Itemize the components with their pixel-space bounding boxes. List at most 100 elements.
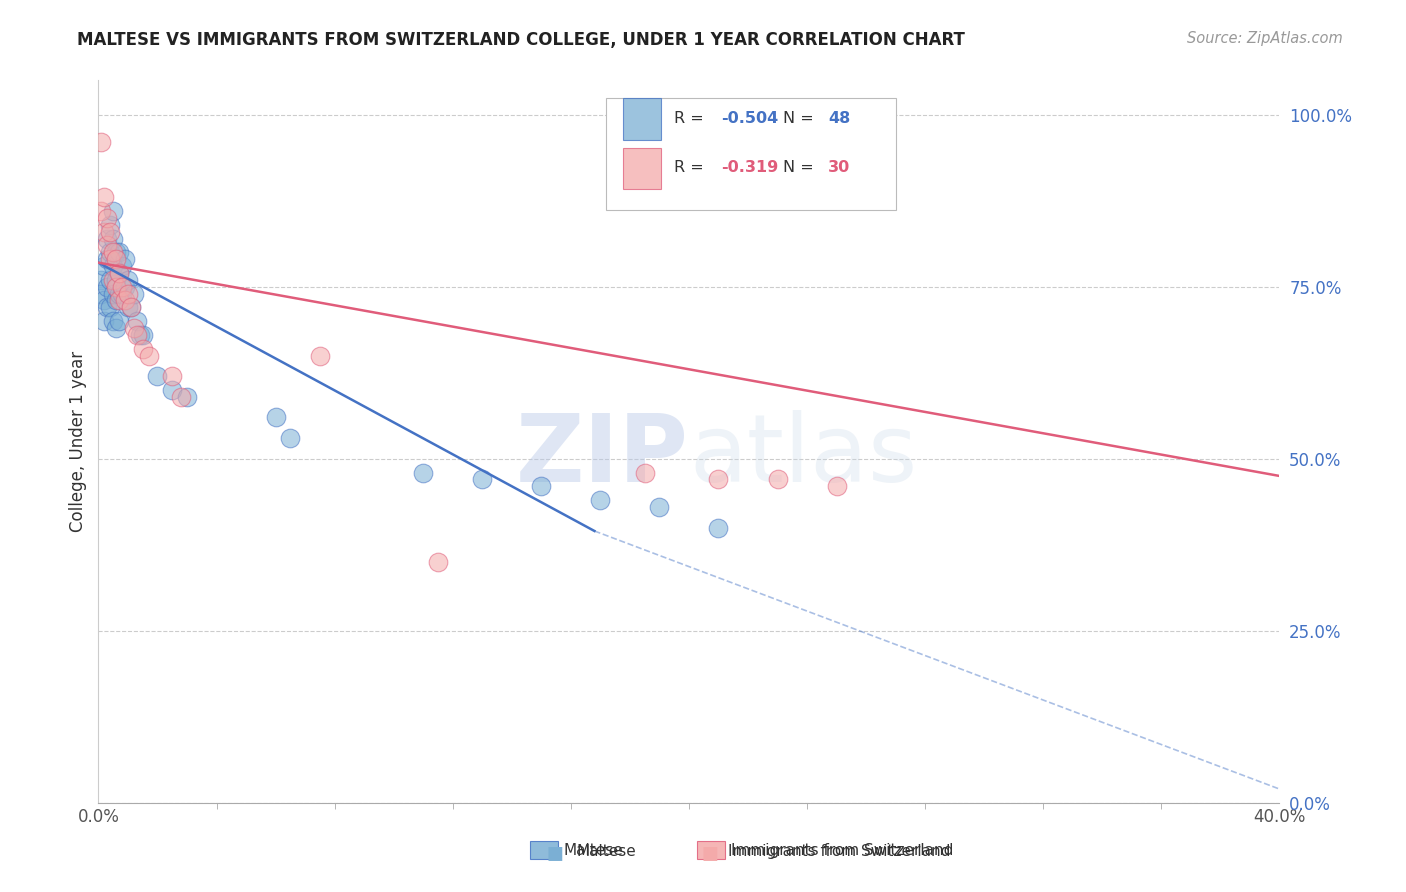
Point <box>108 245 131 260</box>
Y-axis label: College, Under 1 year: College, Under 1 year <box>69 351 87 533</box>
Point <box>530 479 553 493</box>
Point <box>114 279 136 293</box>
Point <box>634 466 657 480</box>
Point <box>105 252 128 267</box>
Point <box>103 204 125 219</box>
Point <box>309 349 332 363</box>
Text: -0.319: -0.319 <box>721 161 778 176</box>
Point <box>96 211 118 225</box>
Point <box>93 225 115 239</box>
Point <box>132 327 155 342</box>
Point <box>111 259 134 273</box>
Text: -0.504: -0.504 <box>721 112 778 126</box>
Point <box>90 273 112 287</box>
Point <box>170 390 193 404</box>
FancyBboxPatch shape <box>623 98 661 140</box>
Point <box>90 286 112 301</box>
FancyBboxPatch shape <box>697 841 725 859</box>
Point <box>93 190 115 204</box>
Point <box>117 301 139 315</box>
Point <box>105 321 128 335</box>
Text: R =: R = <box>673 161 714 176</box>
Point <box>427 555 450 569</box>
Text: atlas: atlas <box>689 410 917 502</box>
Point <box>162 369 183 384</box>
FancyBboxPatch shape <box>623 148 661 189</box>
Text: ▪: ▪ <box>700 838 720 866</box>
Point <box>103 245 125 260</box>
Point <box>90 135 112 149</box>
Point <box>103 286 125 301</box>
Point <box>114 252 136 267</box>
Point <box>96 252 118 267</box>
Point <box>117 273 139 287</box>
Point <box>105 245 128 260</box>
Point <box>98 301 121 315</box>
Point <box>122 321 145 335</box>
Point <box>766 472 789 486</box>
Point <box>108 266 131 280</box>
Text: R =: R = <box>673 112 709 126</box>
Point <box>176 390 198 404</box>
Text: MALTESE VS IMMIGRANTS FROM SWITZERLAND COLLEGE, UNDER 1 YEAR CORRELATION CHART: MALTESE VS IMMIGRANTS FROM SWITZERLAND C… <box>77 31 965 49</box>
Text: ZIP: ZIP <box>516 410 689 502</box>
Point <box>93 259 115 273</box>
Point <box>103 273 125 287</box>
Point <box>108 293 131 308</box>
Point <box>108 266 131 280</box>
Text: Immigrants from Switzerland: Immigrants from Switzerland <box>728 845 950 859</box>
Text: Immigrants from Switzerland: Immigrants from Switzerland <box>731 843 953 857</box>
Point <box>105 293 128 308</box>
Point <box>146 369 169 384</box>
Point <box>103 314 125 328</box>
Point <box>111 286 134 301</box>
Point <box>125 327 148 342</box>
Point <box>120 301 142 315</box>
Point <box>108 314 131 328</box>
Point <box>114 293 136 308</box>
Point <box>132 342 155 356</box>
Point <box>105 279 128 293</box>
Point <box>98 218 121 232</box>
Point <box>96 279 118 293</box>
Point <box>707 520 730 534</box>
Point <box>111 279 134 293</box>
Point <box>96 231 118 245</box>
Point <box>103 231 125 245</box>
Text: Maltese: Maltese <box>564 843 623 857</box>
Point <box>98 273 121 287</box>
Point <box>648 500 671 514</box>
Text: 30: 30 <box>828 161 851 176</box>
Point <box>93 314 115 328</box>
Text: Maltese: Maltese <box>576 845 636 859</box>
Text: ▪: ▪ <box>546 838 565 866</box>
Point <box>98 245 121 260</box>
Text: 48: 48 <box>828 112 851 126</box>
Point <box>96 238 118 252</box>
Point <box>589 493 612 508</box>
Point <box>280 431 302 445</box>
Text: Source: ZipAtlas.com: Source: ZipAtlas.com <box>1187 31 1343 46</box>
Point <box>707 472 730 486</box>
Point <box>138 349 160 363</box>
Point <box>120 301 142 315</box>
FancyBboxPatch shape <box>606 98 896 211</box>
Point <box>412 466 434 480</box>
Text: N =: N = <box>783 161 820 176</box>
Point <box>122 286 145 301</box>
Point <box>90 204 112 219</box>
Point <box>98 225 121 239</box>
Point <box>162 383 183 397</box>
Point <box>93 293 115 308</box>
Point <box>125 314 148 328</box>
Point <box>108 286 131 301</box>
Point <box>471 472 494 486</box>
Point <box>117 286 139 301</box>
Point <box>103 259 125 273</box>
Point <box>98 252 121 267</box>
FancyBboxPatch shape <box>530 841 558 859</box>
Text: N =: N = <box>783 112 820 126</box>
Point <box>128 327 150 342</box>
Point <box>105 273 128 287</box>
Point <box>264 410 287 425</box>
